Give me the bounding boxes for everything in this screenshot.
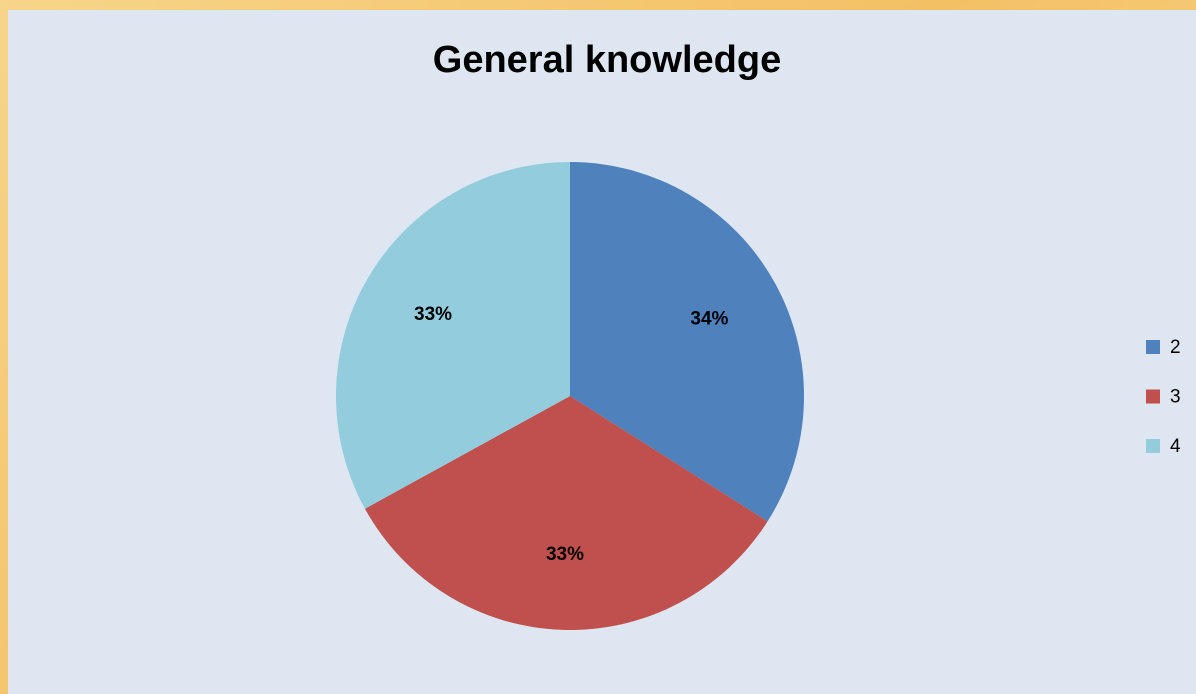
legend-label: 3: [1170, 387, 1181, 408]
pie-slice: [570, 162, 805, 522]
pie-slice: [335, 162, 570, 509]
legend-swatch: [1146, 340, 1160, 354]
legend-swatch: [1146, 439, 1160, 453]
legend-label: 2: [1170, 337, 1181, 358]
chart-title: General knowledge: [433, 39, 781, 81]
pie-slice: [364, 396, 768, 631]
legend-swatch: [1146, 389, 1160, 404]
data-label: 33%: [414, 304, 452, 325]
legend-label: 4: [1170, 436, 1181, 457]
data-label: 33%: [546, 544, 584, 565]
data-label: 34%: [690, 308, 728, 329]
